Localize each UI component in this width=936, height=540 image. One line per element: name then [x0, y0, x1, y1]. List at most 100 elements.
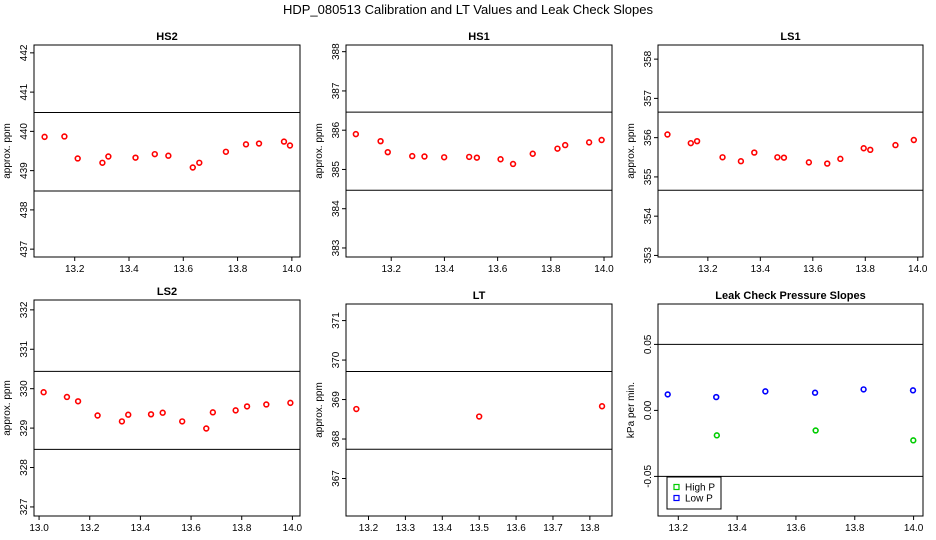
- data-point: [179, 418, 186, 425]
- panel-lt: LT approx. ppm 13.2 13.3 13.4 13.5 13.6 13.7 13.…: [314, 290, 613, 534]
- y-axis-label: approx. ppm: [2, 380, 13, 436]
- panel-leak-check-pressure-slopes: Leak Check Pressure Slopes kPa per min. 13…: [626, 290, 924, 534]
- data-point: [377, 137, 384, 145]
- x-tick-label: 13.2: [381, 264, 401, 275]
- y-tick-label: 370: [331, 351, 342, 368]
- data-point: [892, 141, 899, 149]
- legend-label: Low P: [685, 494, 713, 505]
- data-point: [409, 152, 416, 160]
- data-point: [232, 407, 239, 414]
- x-tick-label: 13.6: [786, 523, 806, 534]
- data-point: [598, 403, 606, 410]
- x-tick-label: 13.7: [543, 523, 563, 534]
- data-point: [263, 401, 270, 408]
- x-tick-label: 13.2: [80, 523, 100, 534]
- data-point: [196, 159, 203, 166]
- y-tick-label: 442: [19, 44, 30, 61]
- data-point: [465, 153, 473, 161]
- y-axis-label: kPa per min.: [626, 382, 637, 438]
- x-tick-label: 14.0: [908, 264, 928, 275]
- x-tick-label: 13.2: [359, 523, 379, 534]
- y-tick-label: 354: [643, 207, 654, 224]
- x-tick-label: 13.4: [435, 264, 455, 275]
- data-point: [203, 425, 210, 432]
- data-point: [132, 154, 139, 161]
- data-point-high-p: [713, 432, 721, 439]
- y-tick-label: -0.05: [643, 465, 654, 488]
- data-point: [774, 154, 781, 161]
- x-tick-label: 13.8: [232, 523, 252, 534]
- y-tick-label: 358: [643, 50, 654, 67]
- data-point: [805, 159, 813, 166]
- legend-marker: [673, 483, 680, 491]
- data-point: [554, 145, 561, 152]
- x-tick-label: 13.6: [174, 264, 194, 275]
- data-point: [255, 140, 263, 147]
- data-point: [286, 142, 294, 149]
- y-tick-label: 0.00: [643, 400, 654, 420]
- data-point: [860, 145, 867, 152]
- x-tick-label: 13.4: [119, 264, 139, 275]
- y-tick-label: 356: [643, 129, 654, 146]
- x-tick-label: 13.2: [698, 264, 718, 275]
- data-point: [151, 150, 158, 158]
- data-point: [74, 398, 82, 405]
- data-point: [384, 148, 391, 156]
- data-point: [440, 154, 448, 161]
- y-tick-label: 369: [331, 391, 342, 408]
- y-tick-label: 331: [19, 340, 30, 357]
- data-point: [159, 409, 166, 416]
- data-point: [222, 148, 230, 155]
- data-point: [421, 153, 428, 160]
- data-point: [209, 409, 217, 416]
- y-tick-label: 438: [19, 201, 30, 218]
- data-point-low-p: [909, 387, 917, 394]
- data-point: [473, 154, 481, 161]
- y-tick-label: 353: [643, 247, 654, 264]
- data-point-low-p: [664, 391, 671, 398]
- x-tick-label: 13.4: [131, 523, 151, 534]
- plot-frame: [33, 44, 301, 258]
- x-tick-label: 13.6: [803, 264, 823, 275]
- data-point: [780, 154, 788, 161]
- y-tick-label: 355: [643, 168, 654, 185]
- x-tick-label: 13.2: [65, 264, 85, 275]
- y-tick-label: 327: [19, 498, 30, 515]
- data-point: [664, 131, 671, 138]
- data-point: [867, 146, 874, 154]
- figure-title: HDP_080513 Calibration and LT Values and…: [283, 2, 654, 17]
- y-tick-label: 388: [331, 43, 342, 60]
- data-point-high-p: [812, 427, 819, 434]
- y-tick-label: 385: [331, 161, 342, 178]
- y-tick-label: 329: [19, 419, 30, 436]
- x-tick-label: 13.4: [433, 523, 453, 534]
- data-point-low-p: [713, 393, 720, 401]
- data-point-high-p: [910, 437, 917, 444]
- data-point: [475, 413, 483, 420]
- x-tick-label: 13.6: [181, 523, 201, 534]
- data-point: [147, 411, 155, 418]
- x-tick-label: 13.3: [396, 523, 416, 534]
- y-axis-label: approx. ppm: [314, 123, 325, 179]
- legend-marker: [673, 494, 680, 502]
- data-point: [352, 130, 360, 138]
- x-tick-label: 14.0: [904, 523, 924, 534]
- panel-title: HS2: [156, 31, 177, 43]
- panel-title: LS2: [157, 286, 177, 298]
- x-tick-label: 13.8: [580, 523, 600, 534]
- data-point: [165, 152, 172, 159]
- plot-frame: [657, 44, 924, 258]
- x-tick-label: 13.2: [669, 523, 689, 534]
- data-point-low-p: [811, 389, 819, 396]
- data-point: [353, 405, 360, 413]
- x-tick-label: 13.8: [228, 264, 248, 275]
- data-point: [693, 137, 701, 145]
- data-point-low-p: [762, 388, 769, 395]
- x-tick-label: 13.6: [506, 523, 526, 534]
- data-point: [287, 399, 294, 407]
- data-point: [529, 150, 536, 157]
- y-tick-label: 440: [19, 123, 30, 140]
- y-tick-label: 386: [331, 121, 342, 138]
- y-tick-label: 384: [331, 200, 342, 217]
